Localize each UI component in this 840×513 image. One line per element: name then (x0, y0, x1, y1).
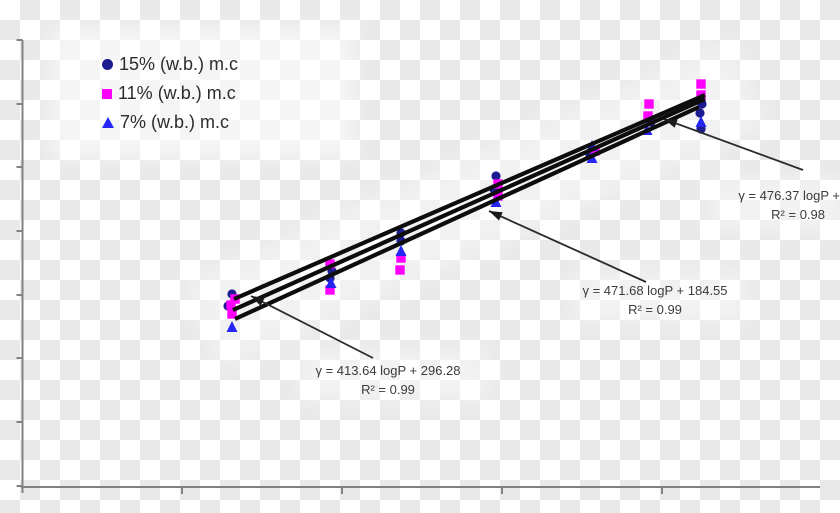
data-point-square (396, 253, 406, 263)
trendline (233, 93, 706, 301)
axes (16, 39, 820, 494)
regression-equation: γ = 476.37 logP + (738, 188, 840, 203)
data-point-square (325, 259, 335, 269)
square-marker-icon (102, 88, 112, 99)
data-point-square (325, 285, 335, 295)
leader-line (663, 118, 804, 171)
data-point-square (227, 309, 237, 319)
leader-line (250, 295, 374, 359)
arrowhead-icon (489, 211, 503, 221)
r-squared-value: R² = 0.99 (361, 382, 415, 397)
legend-item-15pct: 15% (w.b.) m.c (102, 50, 238, 79)
legend-wash (50, 28, 355, 158)
data-point-triangle (325, 277, 337, 288)
annotation-wash (572, 272, 747, 322)
leader-line (488, 210, 647, 283)
regression-annotation-3: γ = 476.37 logP + R² = 0.98 (630, 186, 840, 224)
data-point-square (644, 99, 654, 109)
r-squared-value: R² = 0.99 (628, 302, 682, 317)
trendline (234, 105, 700, 321)
data-point-triangle (226, 321, 238, 332)
legend-label: 11% (w.b.) m.c (118, 83, 236, 103)
triangle-marker-icon (102, 117, 114, 128)
legend-item-11pct: 11% (w.b.) m.c (102, 79, 238, 108)
legend: 15% (w.b.) m.c 11% (w.b.) m.c 7% (w.b.) … (102, 50, 238, 137)
regression-annotation-1: γ = 413.64 logP + 296.28 R² = 0.99 (303, 361, 473, 399)
regression-equation: γ = 471.68 logP + 184.55 (582, 283, 728, 298)
data-point-triangle (395, 245, 407, 256)
data-point-square (226, 300, 236, 310)
data-point-triangle (695, 116, 707, 127)
legend-label: 15% (w.b.) m.c (119, 54, 239, 74)
r-squared-value: R² = 0.98 (771, 207, 825, 222)
arrowhead-icon (664, 119, 678, 128)
trendline (232, 97, 706, 312)
annotation-arrows (250, 118, 804, 359)
legend-item-7pct: 7% (w.b.) m.c (102, 108, 238, 137)
regression-annotation-2: γ = 471.68 logP + 184.55 R² = 0.99 (575, 281, 735, 319)
arrowhead-icon (251, 296, 265, 306)
annotation-wash (710, 178, 840, 230)
data-point-square (395, 265, 405, 275)
circle-marker-icon (102, 59, 113, 70)
data-point-square (643, 111, 653, 121)
trendlines (232, 93, 706, 321)
annotation-wash (298, 350, 488, 400)
data-point-circle (491, 171, 501, 181)
data-point-square (696, 79, 706, 89)
legend-label: 7% (w.b.) m.c (120, 112, 230, 132)
data-point-square (493, 191, 503, 201)
data-point-circle (695, 108, 705, 118)
regression-equation: γ = 413.64 logP + 296.28 (315, 363, 461, 378)
